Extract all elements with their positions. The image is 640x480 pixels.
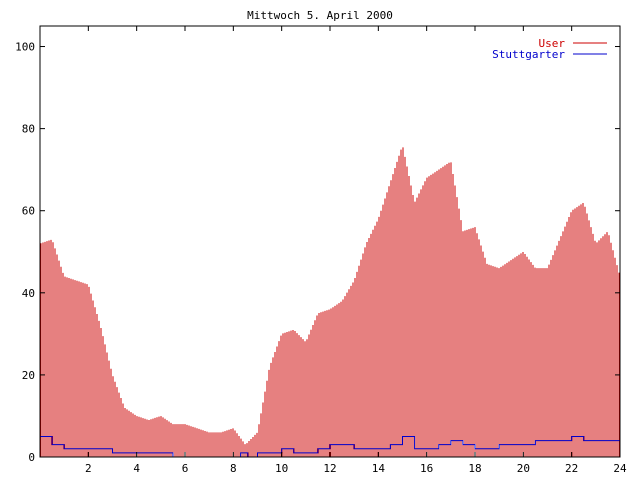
x-tick-label: 18 — [468, 462, 481, 475]
x-tick-label: 22 — [565, 462, 578, 475]
y-tick-label: 100 — [15, 41, 35, 54]
stuttgarter-line-group — [40, 435, 620, 458]
x-tick-label: 14 — [372, 462, 386, 475]
x-tick-label: 20 — [517, 462, 530, 475]
x-tick-label: 8 — [230, 462, 237, 475]
y-tick-label: 80 — [22, 123, 35, 136]
x-tick-label: 10 — [275, 462, 288, 475]
legend-label: User — [539, 37, 566, 50]
x-tick-label: 6 — [182, 462, 189, 475]
y-tick-label: 60 — [22, 205, 35, 218]
legend-label: Stuttgarter — [492, 48, 565, 61]
x-tick-label: 2 — [85, 462, 92, 475]
stuttgarter-line — [40, 435, 620, 458]
x-tick-label: 24 — [613, 462, 627, 475]
y-tick-label: 20 — [22, 369, 35, 382]
user-bars — [40, 147, 620, 457]
x-tick-label: 12 — [323, 462, 336, 475]
chart-title: Mittwoch 5. April 2000 — [247, 9, 393, 22]
x-tick-label: 4 — [133, 462, 140, 475]
y-tick-label: 40 — [22, 287, 35, 300]
y-tick-label: 0 — [28, 451, 35, 464]
x-tick-label: 16 — [420, 462, 433, 475]
